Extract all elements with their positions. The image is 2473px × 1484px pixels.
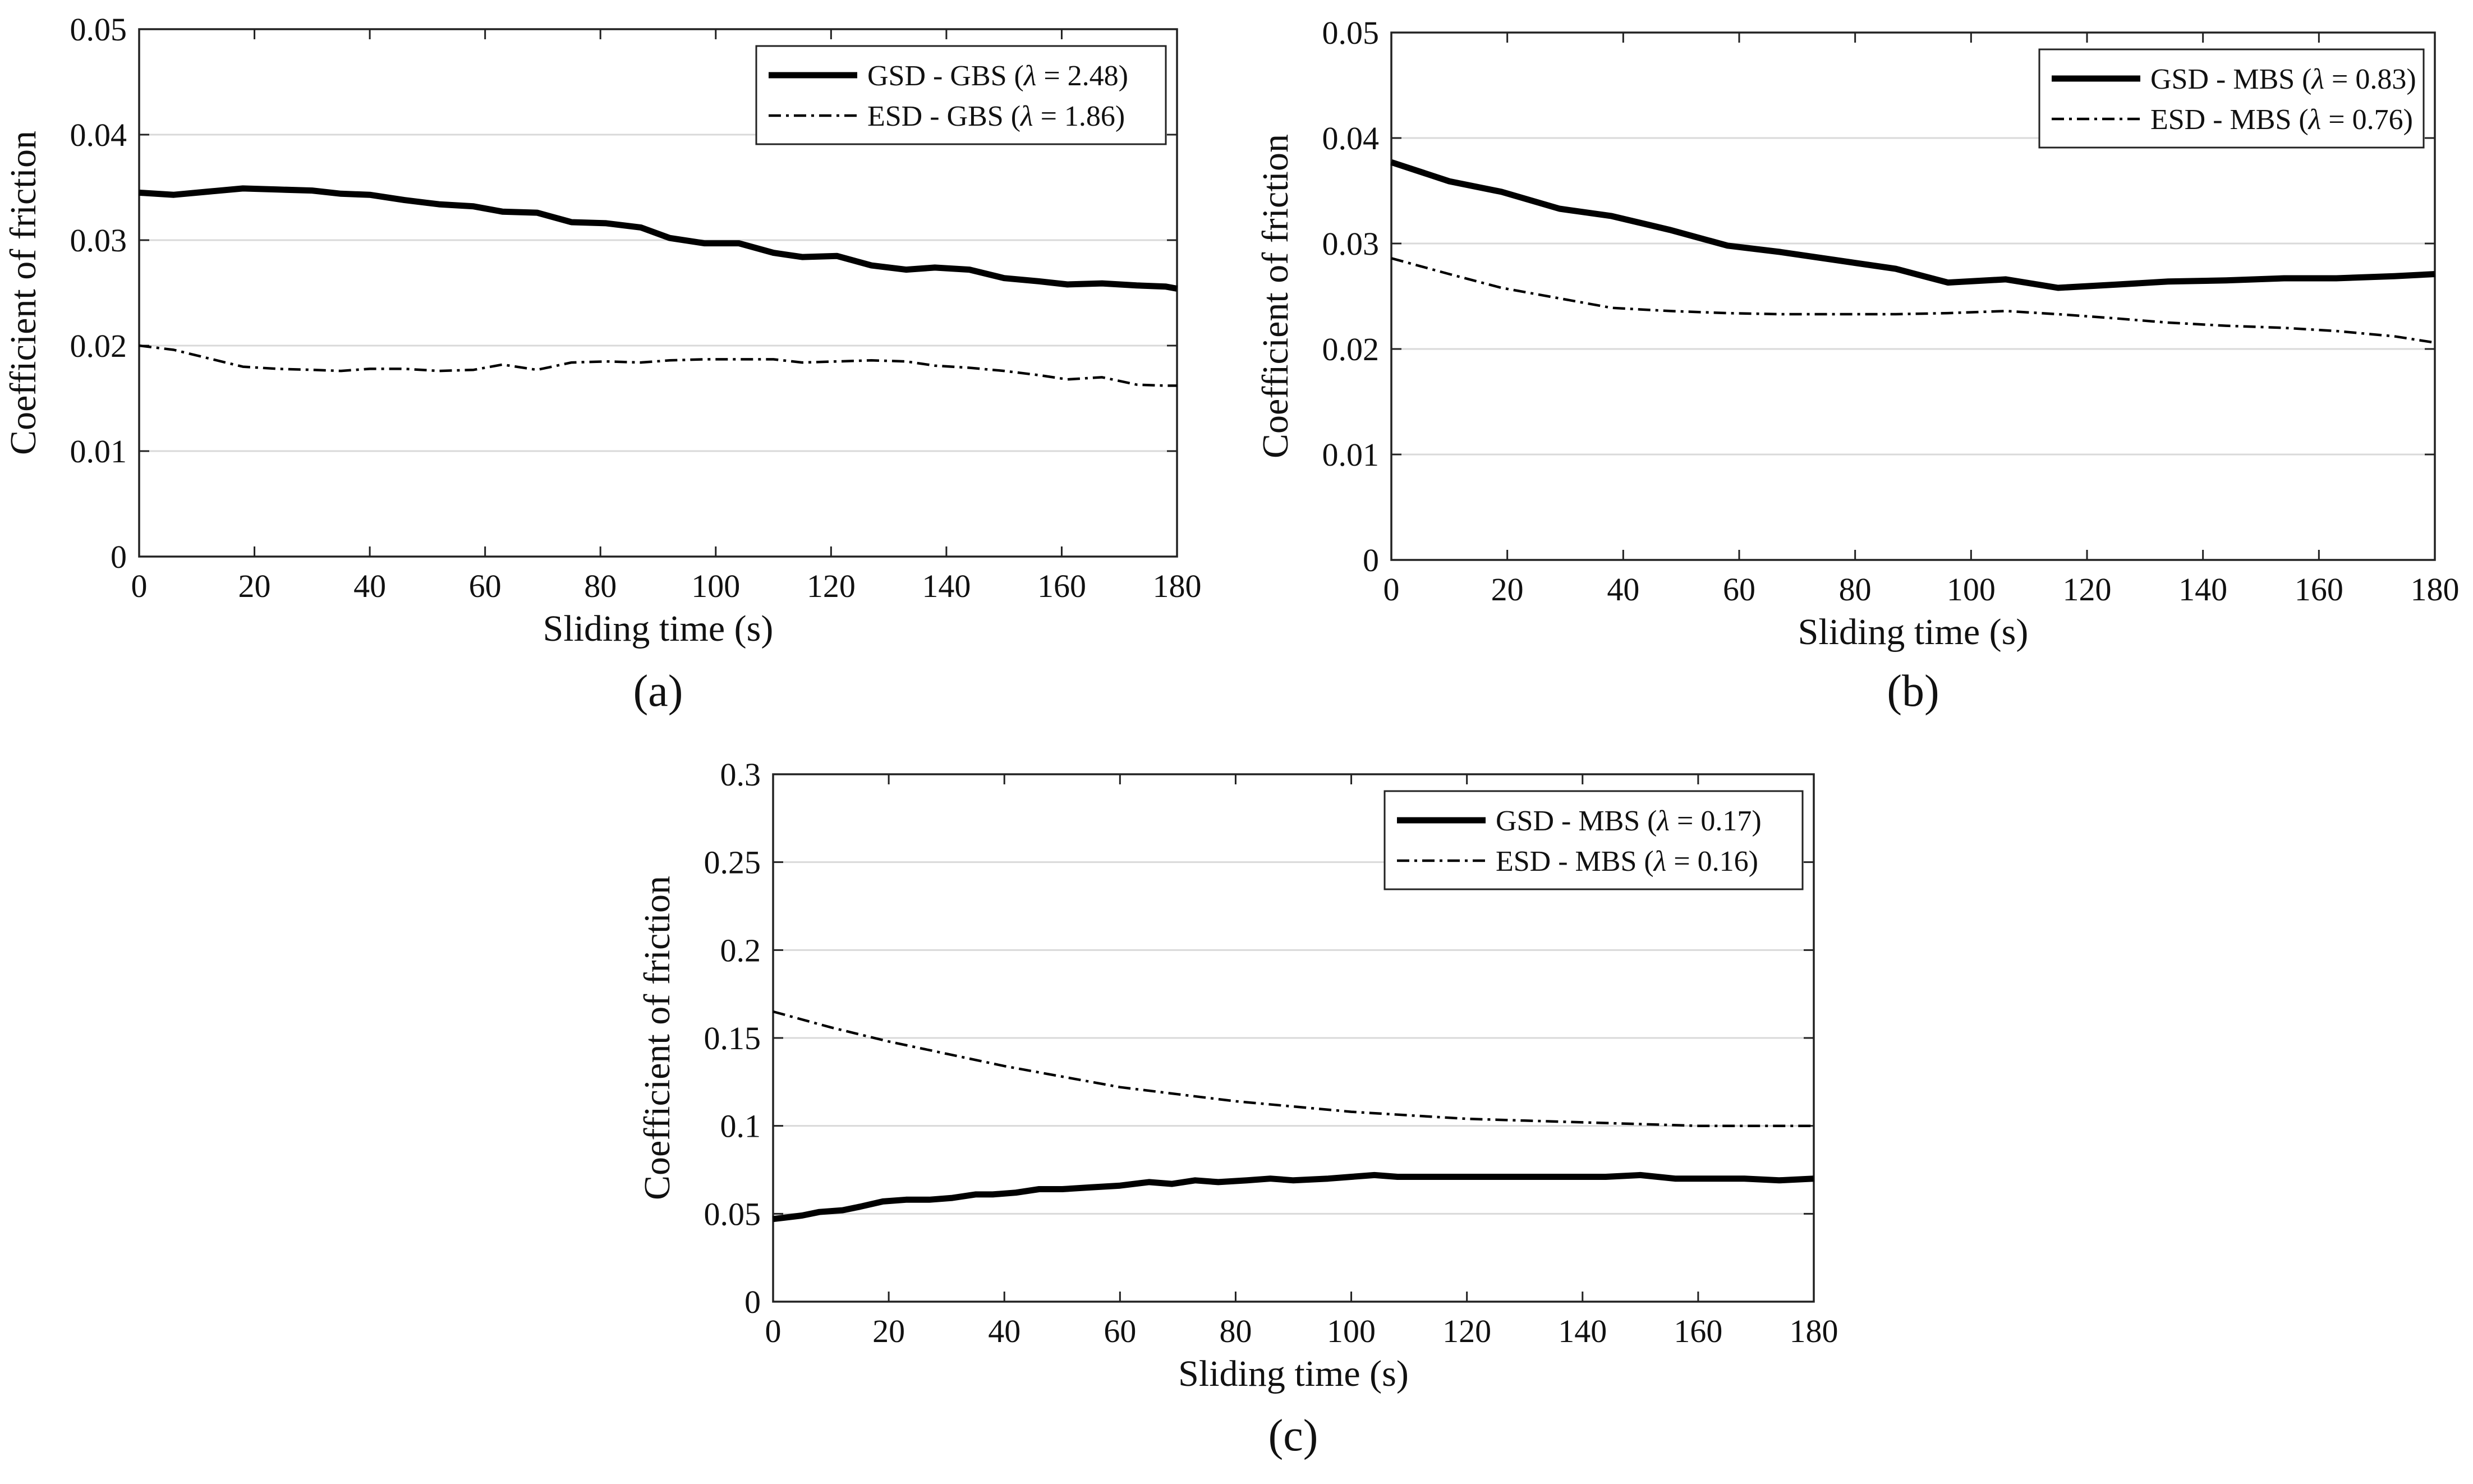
legend-lambda-symbol: λ [1019,100,1033,132]
x-axis-label: Sliding time (s) [543,608,774,649]
legend-series-name: ESD - MBS ( [1496,846,1654,877]
x-axis-label: Sliding time (s) [1798,612,2029,653]
series-line-gsd-mbs [773,1171,1814,1223]
x-tick-label: 60 [469,568,502,604]
x-tick-label: 80 [584,568,617,604]
y-tick-label: 0.15 [704,1020,761,1056]
y-tick-label: 0.05 [70,11,127,48]
y-tick-label: 0.25 [704,844,761,881]
x-tick-label: 40 [988,1313,1021,1349]
legend-entry: GSD - MBS (λ = 0.17) [1496,805,1762,837]
legend-entry: ESD - MBS (λ = 0.16) [1496,846,1758,877]
panel-label: (b) [1887,667,1939,716]
x-tick-label: 0 [1383,571,1400,608]
legend-lambda-symbol: λ [1023,60,1037,92]
legend-lambda-symbol: λ [2307,104,2322,136]
x-tick-label: 20 [872,1313,905,1349]
legend-box [1383,790,1804,890]
x-tick-label: 140 [1558,1313,1607,1349]
axes-frame [1390,31,2436,561]
series-line-gsd-gbs [139,185,1178,292]
panel-label: (a) [633,667,683,716]
x-tick-label: 160 [1037,568,1086,604]
x-tick-label: 60 [1723,571,1755,608]
y-tick-label: 0.03 [1322,226,1380,262]
legend-lambda-value: = 0.17) [1670,805,1762,837]
y-axis-label: Coefficient of friction [3,131,44,455]
y-tick-label: 0.1 [720,1108,761,1145]
x-tick-label: 140 [922,568,971,604]
x-tick-label: 100 [691,568,740,604]
legend-lambda-value: = 0.83) [2324,63,2416,95]
legend-entry: GSD - MBS (λ = 0.83) [2150,63,2416,95]
legend-entry: ESD - GBS (λ = 1.86) [867,100,1125,132]
x-tick-label: 120 [2063,571,2112,608]
y-tick-label: 0.01 [1322,437,1380,473]
legend-lambda-symbol: λ [2311,63,2325,95]
legend-box [755,45,1167,145]
legend-lambda-value: = 2.48) [1036,60,1128,92]
x-tick-label: 180 [2411,571,2460,608]
y-tick-label: 0 [111,539,127,575]
y-tick-label: 0.02 [1322,331,1380,367]
chart-panel-a: 0 0.01 0.02 0.03 0.04 0.05 0 20 40 60 80 100 120 140 1… [3,11,1202,716]
x-tick-label: 120 [807,568,856,604]
legend-lambda-value: = 0.16) [1666,846,1758,877]
legend-series-name: GSD - GBS ( [867,60,1024,92]
chart-panel-b: 0 0.01 0.02 0.03 0.04 0.05 0 20 40 60 80 100 120 140 1… [1255,15,2460,716]
x-tick-label: 140 [2178,571,2227,608]
x-tick-label: 160 [1674,1313,1722,1349]
legend-series-name: GSD - MBS ( [2150,63,2312,95]
x-tick-label: 0 [131,568,148,604]
legend-lambda-symbol: λ [1653,846,1667,877]
y-tick-label: 0.05 [704,1196,761,1232]
axes-frame [772,773,1815,1303]
y-tick-label: 0.04 [70,117,127,153]
x-tick-label: 40 [353,568,386,604]
legend-lambda-value: = 0.76) [2321,104,2413,136]
y-tick-label: 0 [744,1284,761,1320]
x-tick-label: 0 [765,1313,782,1349]
series-line-esd-mbs [1391,257,2435,344]
y-tick-label: 0.05 [1322,15,1380,51]
legend-lambda-value: = 1.86) [1033,100,1125,132]
x-tick-label: 100 [1327,1313,1376,1349]
x-tick-label: 120 [1442,1313,1491,1349]
legend-entry: GSD - GBS (λ = 2.48) [867,60,1128,92]
x-tick-label: 20 [238,568,271,604]
panel-label: (c) [1268,1411,1318,1460]
legend-series-name: ESD - GBS ( [867,100,1021,132]
x-tick-label: 180 [1153,568,1202,604]
x-tick-label: 80 [1219,1313,1252,1349]
x-tick-label: 40 [1607,571,1639,608]
y-tick-label: 0.04 [1322,120,1380,157]
x-tick-label: 80 [1839,571,1872,608]
y-axis-label: Coefficient of friction [637,876,678,1200]
y-tick-label: 0.2 [720,932,761,968]
legend-series-name: GSD - MBS ( [1496,805,1657,837]
y-tick-label: 0.03 [70,222,127,259]
chart-panel-c: 0 0.05 0.1 0.15 0.2 0.25 0.3 0 20 40 60 80 100 120 140… [637,756,1838,1460]
legend-entry: ESD - MBS (λ = 0.76) [2150,104,2413,136]
x-tick-label: 60 [1104,1313,1136,1349]
axes-frame [138,28,1178,558]
y-axis-label: Coefficient of friction [1255,134,1296,458]
y-tick-label: 0 [1363,542,1379,578]
x-tick-label: 100 [1947,571,1996,608]
x-tick-label: 20 [1491,571,1524,608]
legend-series-name: ESD - MBS ( [2150,104,2309,136]
legend-box [2038,48,2425,149]
legend-lambda-symbol: λ [1656,805,1670,837]
y-tick-label: 0.02 [70,328,127,364]
series-line-esd-gbs [139,344,1177,387]
y-tick-label: 0.01 [70,433,127,470]
y-tick-label: 0.3 [720,756,761,793]
series-line-gsd-mbs [1390,159,2435,291]
x-axis-label: Sliding time (s) [1178,1353,1409,1394]
x-tick-label: 160 [2295,571,2343,608]
series-line-esd-mbs [773,1010,1814,1127]
x-tick-label: 180 [1790,1313,1838,1349]
